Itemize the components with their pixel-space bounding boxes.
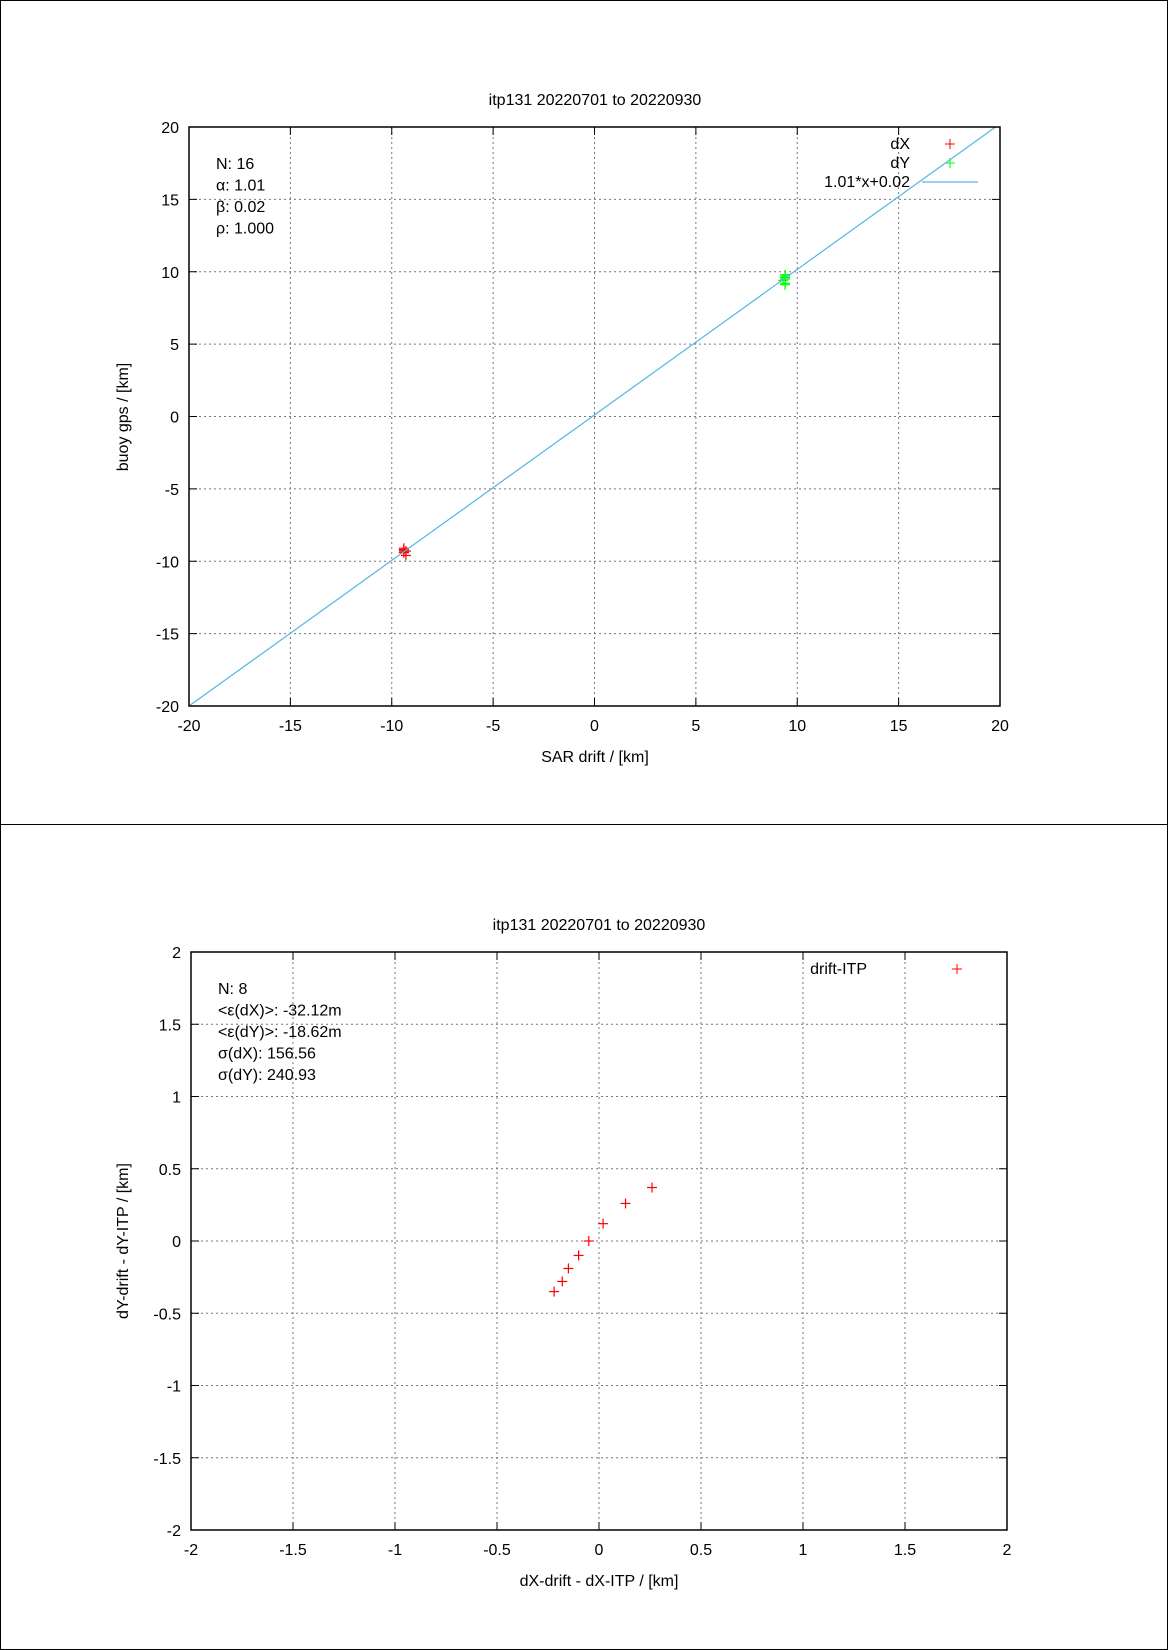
y-tick-label: 1.5 <box>159 1017 181 1034</box>
legend-label: 1.01*x+0.02 <box>824 174 910 191</box>
data-point-drift-ITP <box>549 1286 560 1297</box>
stats-annotation: σ(dY): 240.93 <box>218 1067 316 1084</box>
chart-title: itp131 20220701 to 20220930 <box>489 92 702 109</box>
y-tick-label: -0.5 <box>153 1306 181 1323</box>
x-tick-label: -0.5 <box>483 1542 511 1559</box>
y-tick-label: -1 <box>167 1379 181 1396</box>
plot-drift-comparison: itp131 20220701 to 20220930 SAR drift / … <box>115 92 1009 766</box>
y-tick-label: 15 <box>161 192 179 209</box>
data-point-drift-ITP <box>620 1198 631 1209</box>
y-tick-label: 10 <box>161 265 179 282</box>
legend-label: dX <box>890 136 910 153</box>
data-point-drift-ITP <box>598 1218 609 1229</box>
data-point-drift-ITP <box>583 1236 594 1246</box>
x-axis-label: dX-drift - dX-ITP / [km] <box>520 1573 679 1590</box>
x-tick-label: 10 <box>788 718 806 735</box>
x-tick-label: -10 <box>380 718 403 735</box>
x-tick-label: 0.5 <box>690 1542 712 1559</box>
y-tick-label: -20 <box>156 699 179 716</box>
stats-annotation: N: 8 <box>218 981 247 998</box>
stats-annotation: σ(dX): 156.56 <box>218 1046 316 1063</box>
x-tick-label: -15 <box>279 718 302 735</box>
y-tick-label: -10 <box>156 554 179 571</box>
y-tick-label: -15 <box>156 627 179 644</box>
x-tick-label: -5 <box>486 718 500 735</box>
y-tick-label: 20 <box>161 120 179 137</box>
x-tick-label: -1.5 <box>279 1542 307 1559</box>
y-tick-label: -5 <box>165 482 179 499</box>
y-axis-label: buoy gps / [km] <box>115 363 132 472</box>
x-tick-label: 1 <box>799 1542 808 1559</box>
stats-annotation: α: 1.01 <box>216 178 265 195</box>
y-tick-label: 0 <box>170 410 179 427</box>
y-tick-label: 0 <box>172 1234 181 1251</box>
data-point-dY <box>780 279 791 290</box>
y-axis-label: dY-drift - dY-ITP / [km] <box>115 1163 132 1319</box>
y-tick-label: 5 <box>170 337 179 354</box>
x-tick-label: 5 <box>691 718 700 735</box>
x-tick-label: 0 <box>595 1542 604 1559</box>
plot-frame <box>188 126 1001 707</box>
plot-frame <box>190 951 1008 1531</box>
x-tick-label: 1.5 <box>894 1542 916 1559</box>
data-point-drift-ITP <box>573 1250 584 1261</box>
data-point-drift-ITP <box>563 1263 574 1274</box>
stats-annotation: N: 16 <box>216 156 254 173</box>
stats-annotation: β: 0.02 <box>216 199 265 216</box>
x-axis-label: SAR drift / [km] <box>541 749 649 766</box>
stats-annotation: ρ: 1.000 <box>216 221 274 238</box>
x-tick-label: -2 <box>184 1542 198 1559</box>
stats-annotation: <ε(dX)>: -32.12m <box>218 1003 342 1020</box>
legend-label: drift-ITP <box>810 961 867 978</box>
x-tick-label: -1 <box>388 1542 402 1559</box>
x-tick-label: 15 <box>890 718 908 735</box>
chart-title: itp131 20220701 to 20220930 <box>493 917 706 934</box>
plot-drift-error: itp131 20220701 to 20220930 dX-drift - d… <box>115 917 1012 1590</box>
x-tick-label: 0 <box>590 718 599 735</box>
data-point-dX <box>400 550 411 561</box>
x-tick-label: -20 <box>177 718 200 735</box>
stats-annotation: <ε(dY)>: -18.62m <box>218 1024 342 1041</box>
data-point-drift-ITP <box>647 1182 658 1193</box>
x-tick-label: 20 <box>991 718 1009 735</box>
y-tick-label: 2 <box>172 945 181 962</box>
y-tick-label: -1.5 <box>153 1451 181 1468</box>
data-point-drift-ITP <box>557 1276 568 1287</box>
y-tick-label: -2 <box>167 1523 181 1540</box>
x-tick-label: 2 <box>1003 1542 1012 1559</box>
legend-label: dY <box>890 155 910 172</box>
fit-line <box>188 126 996 707</box>
y-tick-label: 0.5 <box>159 1162 181 1179</box>
y-tick-label: 1 <box>172 1090 181 1107</box>
